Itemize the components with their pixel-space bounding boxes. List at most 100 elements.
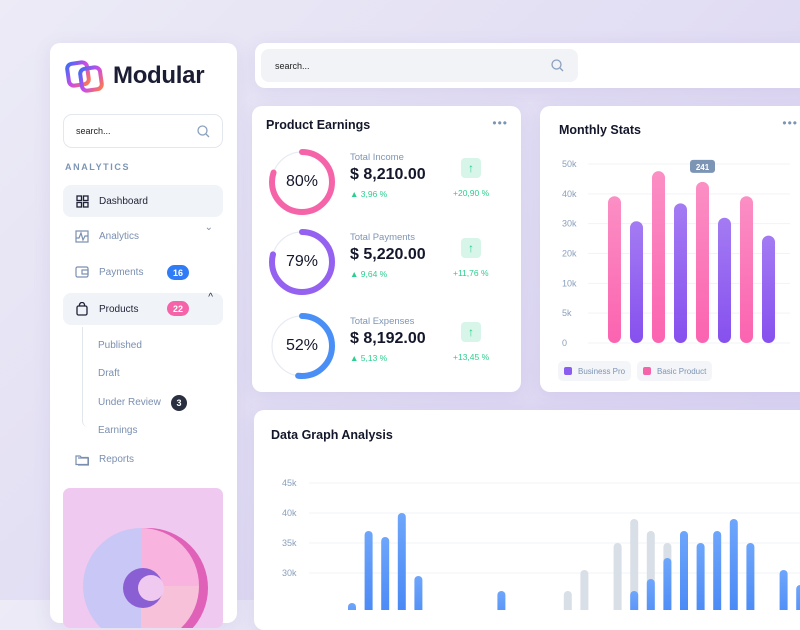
bar-blue[interactable] — [497, 591, 506, 610]
trend-value: +20,90 % — [453, 188, 490, 198]
earnings-row: 80% Total Income $ 8,210.00 ▲ 3,96 % ↑ +… — [252, 148, 521, 228]
trend-value: +13,45 % — [453, 352, 490, 362]
bar-blue[interactable] — [646, 579, 655, 610]
monthly-stats-chart: 0 5k 10k 20k 30k 40k 50k 241 — [562, 159, 790, 348]
sidebar-item-reports[interactable]: Reports — [63, 443, 223, 475]
progress-ring — [269, 149, 335, 215]
percent-label: 79% — [285, 253, 319, 270]
bar-basic-product[interactable] — [740, 196, 753, 343]
metric-label: Total Payments — [350, 232, 415, 243]
earnings-row: 52% Total Expenses $ 8,192.00 ▲ 5,13 % ↑… — [252, 312, 521, 392]
legend-business-pro[interactable]: Business Pro — [558, 361, 632, 381]
sidebar-item-label: Payments — [99, 266, 144, 278]
y-tick-label: 35k — [282, 538, 297, 548]
more-options-icon[interactable]: ••• — [782, 116, 798, 130]
arrow-up-icon: ↑ — [461, 322, 481, 342]
legend-basic-product[interactable]: Basic Product — [637, 361, 713, 381]
sidebar-item-label: Analytics — [99, 230, 140, 242]
products-badge: 22 — [167, 301, 189, 316]
bar-blue[interactable] — [414, 576, 423, 610]
y-tick-label: 10k — [562, 278, 577, 288]
monthly-stats-card: Monthly Stats ••• 0 5k 10k 20k 30k 40k 50k 241 … — [540, 106, 800, 392]
subitem-under-review[interactable]: Under Review — [98, 397, 161, 408]
sidebar-item-payments[interactable]: Payments 16 — [63, 256, 223, 288]
search-icon[interactable] — [551, 59, 564, 72]
search-icon[interactable] — [197, 124, 210, 138]
legend-swatch — [643, 367, 651, 375]
tree-line — [82, 327, 92, 427]
sidebar-item-products[interactable]: Products 22 ^ — [63, 292, 223, 325]
sidebar-item-dashboard[interactable]: Dashboard — [63, 185, 223, 217]
subitem-earnings[interactable]: Earnings — [98, 425, 138, 436]
bar-business-pro[interactable] — [762, 235, 775, 343]
bar-blue[interactable] — [779, 570, 788, 610]
top-search-input[interactable]: search... — [261, 49, 578, 82]
bar-basic-product[interactable] — [652, 171, 665, 343]
arrow-up-icon: ↑ — [461, 158, 481, 178]
metric-change: ▲ 5,13 % — [350, 353, 388, 363]
trend-value: +11,76 % — [453, 268, 489, 278]
y-tick-label: 30k — [562, 219, 577, 229]
y-tick-label: 0 — [562, 338, 567, 348]
bar-blue[interactable] — [729, 519, 738, 610]
folder-icon — [75, 452, 89, 466]
bar-blue[interactable] — [746, 543, 755, 610]
bar-basic-product[interactable] — [696, 181, 709, 343]
logo[interactable]: Modular — [65, 59, 205, 93]
logo-icon — [65, 60, 104, 93]
bar-business-pro[interactable] — [630, 221, 643, 343]
sidebar-search-input[interactable]: search... — [63, 114, 223, 148]
bar-blue[interactable] — [796, 585, 800, 610]
y-tick-label: 40k — [562, 189, 577, 199]
y-tick-label: 45k — [282, 478, 297, 488]
wallet-icon — [75, 265, 89, 279]
bar-business-pro[interactable] — [718, 217, 731, 343]
bar-blue[interactable] — [397, 513, 406, 610]
tooltip: 241 — [690, 159, 715, 173]
bar-blue[interactable] — [713, 531, 722, 610]
chevron-down-icon[interactable]: ⌄ — [204, 222, 213, 233]
y-tick-label: 40k — [282, 508, 297, 518]
bar-gray[interactable] — [580, 570, 589, 610]
top-bar: search... — [255, 43, 800, 88]
legend-label: Business Pro — [578, 366, 626, 376]
y-tick-label: 30k — [282, 568, 297, 578]
bar-blue[interactable] — [663, 558, 672, 610]
metric-amount: $ 5,220.00 — [350, 246, 426, 263]
bar-gray[interactable] — [563, 591, 572, 610]
product-earnings-card: Product Earnings ••• 80% Total Income $ … — [252, 106, 521, 392]
bar-business-pro[interactable] — [674, 203, 687, 343]
donut-3d-illustration — [83, 528, 208, 628]
bar-blue[interactable] — [696, 543, 705, 610]
metric-amount: $ 8,192.00 — [350, 330, 426, 347]
more-options-icon[interactable]: ••• — [492, 116, 508, 130]
bar-blue[interactable] — [630, 591, 639, 610]
legend-label: Basic Product — [657, 366, 707, 376]
bag-icon — [75, 302, 89, 316]
chevron-up-icon[interactable]: ^ — [208, 292, 213, 303]
data-graph-chart: 30k 35k 40k 45k — [282, 478, 800, 610]
bar-blue[interactable] — [364, 531, 373, 610]
bar-blue[interactable] — [348, 603, 356, 610]
y-tick-label: 5k — [562, 308, 572, 318]
bar-basic-product[interactable] — [608, 196, 621, 343]
sidebar-item-label: Reports — [99, 453, 135, 465]
sidebar-item-label: Dashboard — [99, 195, 148, 207]
y-tick-label: 50k — [562, 159, 577, 169]
percent-label: 52% — [285, 337, 319, 354]
subitem-published[interactable]: Published — [98, 340, 142, 351]
bar-gray[interactable] — [613, 543, 622, 610]
chart-icon — [75, 229, 89, 243]
bar-blue[interactable] — [381, 537, 390, 610]
subitem-draft[interactable]: Draft — [98, 368, 120, 379]
card-title: Product Earnings — [266, 118, 371, 132]
section-heading: ANALYTICS — [65, 162, 131, 172]
bar-blue[interactable] — [680, 531, 688, 610]
tooltip-value: 241 — [696, 163, 710, 172]
legend-swatch — [564, 367, 572, 375]
sidebar-item-analytics[interactable]: Analytics ⌄ — [63, 220, 223, 252]
metric-amount: $ 8,210.00 — [350, 166, 426, 183]
promo-illustration — [63, 488, 223, 628]
card-title: Data Graph Analysis — [271, 428, 393, 442]
bar-gray[interactable] — [630, 519, 639, 610]
